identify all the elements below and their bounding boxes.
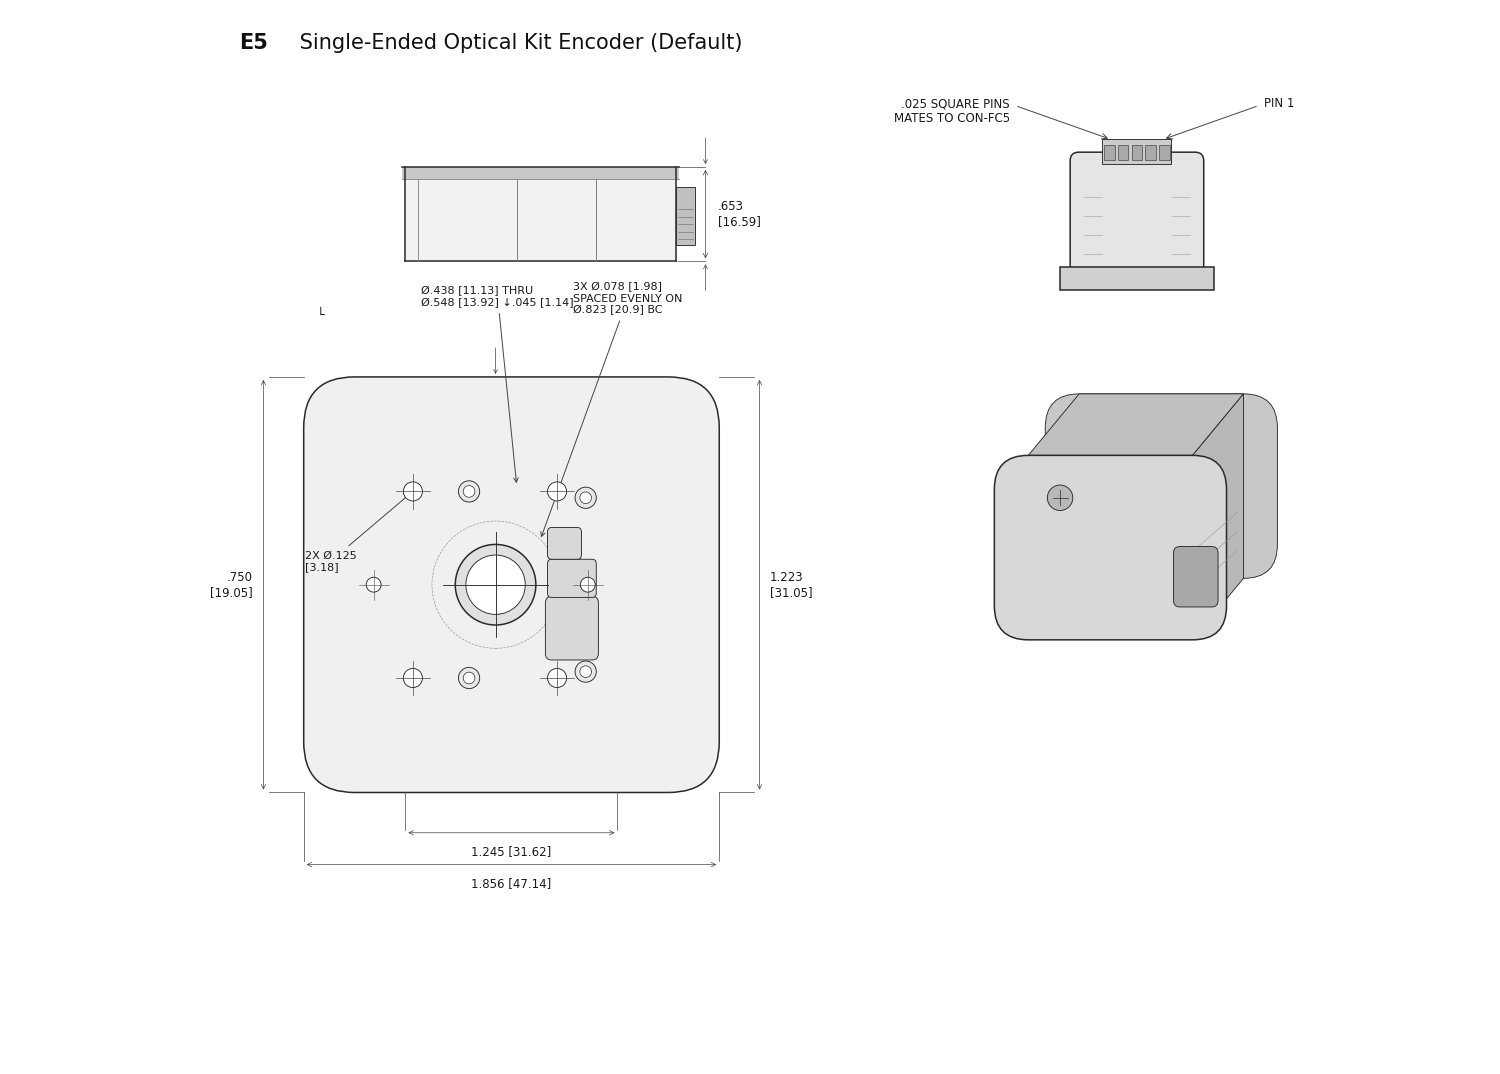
Circle shape bbox=[404, 482, 423, 500]
FancyBboxPatch shape bbox=[1070, 153, 1203, 275]
FancyBboxPatch shape bbox=[548, 560, 597, 597]
Circle shape bbox=[548, 668, 567, 687]
Circle shape bbox=[404, 668, 423, 687]
Circle shape bbox=[464, 485, 476, 497]
Text: 1.223
[31.05]: 1.223 [31.05] bbox=[770, 570, 813, 598]
Text: 2X Ø.125
[3.18]: 2X Ø.125 [3.18] bbox=[304, 494, 410, 572]
Text: Ø.438 [11.13] THRU
Ø.548 [13.92] ↓.045 [1.14]: Ø.438 [11.13] THRU Ø.548 [13.92] ↓.045 [… bbox=[422, 286, 574, 482]
FancyBboxPatch shape bbox=[994, 455, 1227, 640]
Circle shape bbox=[580, 492, 591, 504]
Polygon shape bbox=[1029, 394, 1243, 455]
FancyBboxPatch shape bbox=[546, 596, 598, 659]
Circle shape bbox=[580, 666, 591, 678]
FancyBboxPatch shape bbox=[303, 377, 720, 793]
Polygon shape bbox=[405, 171, 676, 261]
Bar bbox=[1102, 140, 1172, 164]
FancyBboxPatch shape bbox=[1046, 394, 1278, 578]
Text: 3X Ø.078 [1.98]
SPACED EVENLY ON
Ø.823 [20.9] BC: 3X Ø.078 [1.98] SPACED EVENLY ON Ø.823 [… bbox=[542, 282, 682, 537]
Bar bbox=[402, 168, 680, 178]
Circle shape bbox=[580, 578, 596, 592]
Circle shape bbox=[464, 672, 476, 684]
Bar bbox=[1059, 266, 1215, 290]
Text: Single-Ended Optical Kit Encoder (Default): Single-Ended Optical Kit Encoder (Defaul… bbox=[292, 33, 742, 54]
Text: .750
[19.05]: .750 [19.05] bbox=[210, 570, 254, 598]
FancyBboxPatch shape bbox=[1173, 547, 1218, 607]
Bar bbox=[676, 187, 694, 246]
Circle shape bbox=[366, 578, 381, 592]
Circle shape bbox=[548, 482, 567, 500]
Bar bbox=[1160, 145, 1170, 160]
Polygon shape bbox=[1192, 394, 1243, 640]
Text: 1.245 [31.62]: 1.245 [31.62] bbox=[471, 845, 552, 858]
Circle shape bbox=[459, 667, 480, 688]
FancyBboxPatch shape bbox=[548, 527, 582, 560]
Text: └: └ bbox=[318, 309, 328, 322]
Bar bbox=[1146, 145, 1156, 160]
Circle shape bbox=[459, 481, 480, 502]
Text: E5: E5 bbox=[238, 33, 268, 54]
Text: 1.856 [47.14]: 1.856 [47.14] bbox=[471, 877, 552, 890]
Text: PIN 1: PIN 1 bbox=[1264, 97, 1294, 110]
Circle shape bbox=[456, 545, 536, 625]
Bar bbox=[1131, 145, 1142, 160]
Circle shape bbox=[574, 661, 597, 682]
Circle shape bbox=[574, 488, 597, 508]
Bar bbox=[1104, 145, 1114, 160]
Bar bbox=[1118, 145, 1128, 160]
Text: .653
[16.59]: .653 [16.59] bbox=[718, 200, 760, 228]
Circle shape bbox=[1047, 485, 1072, 510]
Text: .025 SQUARE PINS
MATES TO CON-FC5: .025 SQUARE PINS MATES TO CON-FC5 bbox=[894, 97, 1010, 125]
Circle shape bbox=[466, 555, 525, 614]
